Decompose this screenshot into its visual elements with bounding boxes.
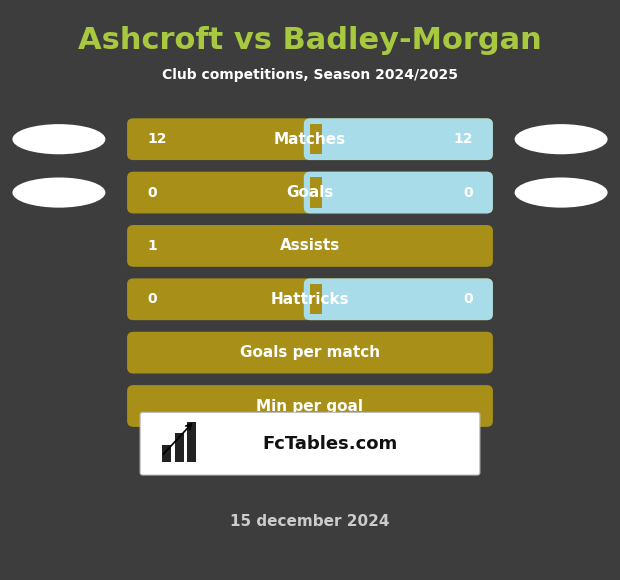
FancyBboxPatch shape	[304, 172, 493, 213]
Ellipse shape	[515, 177, 608, 208]
Text: Min per goal: Min per goal	[257, 398, 363, 414]
Text: Club competitions, Season 2024/2025: Club competitions, Season 2024/2025	[162, 68, 458, 82]
Text: 0: 0	[147, 186, 157, 200]
Bar	[310, 124, 322, 154]
Ellipse shape	[12, 177, 105, 208]
Text: Matches: Matches	[274, 132, 346, 147]
Text: 1: 1	[147, 239, 157, 253]
Bar	[162, 445, 171, 462]
FancyBboxPatch shape	[127, 172, 493, 213]
Text: Goals: Goals	[286, 185, 334, 200]
Text: 12: 12	[147, 132, 166, 146]
Text: 12: 12	[454, 132, 473, 146]
FancyBboxPatch shape	[127, 385, 493, 427]
Bar	[187, 422, 196, 462]
Text: 0: 0	[147, 292, 157, 306]
FancyBboxPatch shape	[140, 412, 480, 475]
Ellipse shape	[515, 124, 608, 154]
Text: Hattricks: Hattricks	[271, 292, 349, 307]
Text: 0: 0	[463, 186, 473, 200]
Text: Goals per match: Goals per match	[240, 345, 380, 360]
Text: FcTables.com: FcTables.com	[262, 434, 397, 453]
Bar	[310, 177, 322, 208]
Bar	[310, 284, 322, 314]
FancyBboxPatch shape	[127, 118, 493, 160]
Text: Ashcroft vs Badley-Morgan: Ashcroft vs Badley-Morgan	[78, 26, 542, 55]
FancyBboxPatch shape	[304, 118, 493, 160]
FancyBboxPatch shape	[127, 225, 493, 267]
FancyBboxPatch shape	[304, 278, 493, 320]
Bar	[175, 433, 184, 462]
Text: 15 december 2024: 15 december 2024	[230, 514, 390, 530]
FancyBboxPatch shape	[127, 278, 493, 320]
FancyBboxPatch shape	[127, 332, 493, 374]
Text: Assists: Assists	[280, 238, 340, 253]
Text: 0: 0	[463, 292, 473, 306]
Ellipse shape	[12, 124, 105, 154]
